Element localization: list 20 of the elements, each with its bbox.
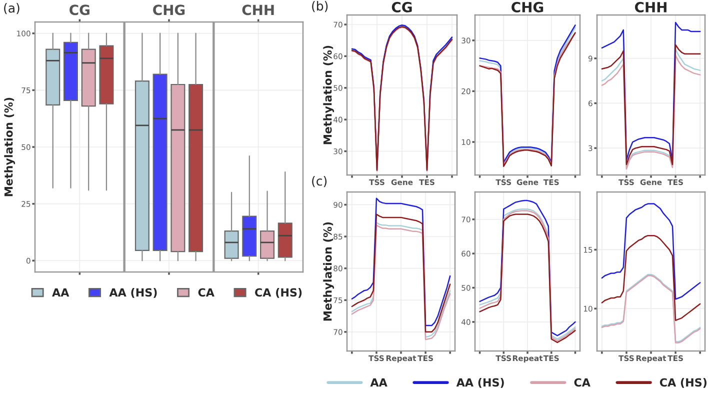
y-axis-title: Methylation (%) [323, 222, 334, 321]
text: (a) [4, 3, 20, 14]
legend-label: CA [198, 288, 214, 297]
legend-label: AA (HS) [109, 288, 157, 298]
legend-label: AA [370, 378, 388, 386]
legend-label: AA (HS) [456, 378, 504, 388]
y-axis-title: Methylation (%) [323, 46, 334, 144]
y-axis-title: Methylation (%) [4, 98, 15, 196]
legend-label: AA [52, 288, 70, 296]
line-series [351, 198, 451, 326]
line-series [601, 234, 701, 322]
x-tick-label: CHG [153, 4, 185, 16]
legend-label: CA (HS) [255, 288, 302, 298]
text: (c) [312, 176, 327, 188]
legend-label: CA [574, 378, 590, 387]
x-tick-label: CG [70, 4, 90, 16]
legend-label: CA (HS) [660, 378, 706, 388]
x-tick-label: CHH [242, 4, 274, 16]
line-series [601, 203, 701, 300]
text: (b) [312, 1, 328, 12]
